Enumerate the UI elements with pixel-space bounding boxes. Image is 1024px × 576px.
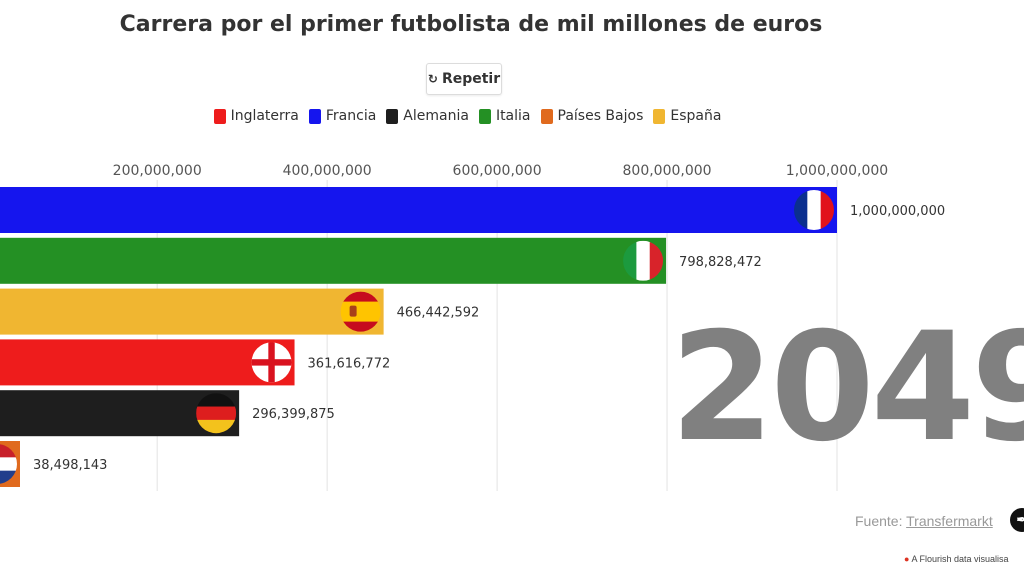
replay-button-label: Repetir [441,71,501,87]
bar-inglaterra [0,339,295,386]
bar-espana [0,288,384,335]
legend-item-paises-bajos[interactable]: Países Bajos [540,108,644,124]
bar-francia [0,187,837,233]
flourish-logo-icon[interactable]: ✒ [1010,508,1024,532]
legend-item-inglaterra[interactable]: Inglaterra [213,108,299,124]
legend-item-alemania[interactable]: Alemania [386,108,469,124]
legend-label: Francia [325,108,377,124]
italy-flag-icon [623,240,664,281]
legend-label: Alemania [403,108,469,124]
legend-label: Italia [495,108,531,124]
legend-label: Inglaterra [230,108,299,124]
england-flag-icon [251,342,292,383]
chart-title: Carrera por el primer futbolista de mil … [119,12,823,37]
value-label: 798,828,472 [679,255,762,270]
value-label: 1,000,000,000 [850,204,945,219]
legend-swatch [478,108,491,124]
flourish-credit[interactable]: ● A Flourish data visualisa [904,554,1009,564]
legend-item-italia[interactable]: Italia [478,108,531,124]
source-link[interactable]: Transfermarkt [906,513,993,529]
legend-swatch [386,108,399,124]
legend-item-espana[interactable]: España [653,108,721,124]
legend: Inglaterra Francia Alemania Italia Paíse… [0,108,935,124]
year-counter: 2049 [670,308,1024,468]
france-flag-icon [794,190,834,230]
flourish-credit-text: A Flourish data visualisa [911,554,1009,564]
bar-italia [0,237,667,284]
flourish-dot-icon: ● [904,554,910,564]
bar-chart: 200,000,000 400,000,000 600,000,000 800,000… [0,163,945,491]
legend-item-francia[interactable]: Francia [308,108,377,124]
replay-button[interactable]: ↻ Repetir [426,63,502,95]
spain-flag-icon [340,291,381,332]
legend-label: España [670,108,722,124]
legend-swatch [308,108,321,124]
x-tick-label: 200,000,000 [113,163,202,179]
replay-icon: ↻ [427,72,438,86]
legend-label: Países Bajos [557,108,644,124]
source-note: Fuente: Transfermarkt [855,513,993,529]
x-tick-label: 800,000,000 [623,163,712,179]
value-label: 361,616,772 [308,356,391,371]
legend-swatch [540,108,553,124]
legend-swatch [213,108,226,124]
value-label: 38,498,143 [33,458,107,473]
source-prefix: Fuente: [855,513,903,529]
value-label: 466,442,592 [397,306,480,321]
germany-flag-icon [196,393,237,434]
x-tick-label: 400,000,000 [283,163,372,179]
legend-swatch [653,108,666,124]
x-tick-label: 600,000,000 [453,163,542,179]
value-label: 296,399,875 [252,407,335,422]
x-tick-label: 1,000,000,000 [786,163,888,179]
